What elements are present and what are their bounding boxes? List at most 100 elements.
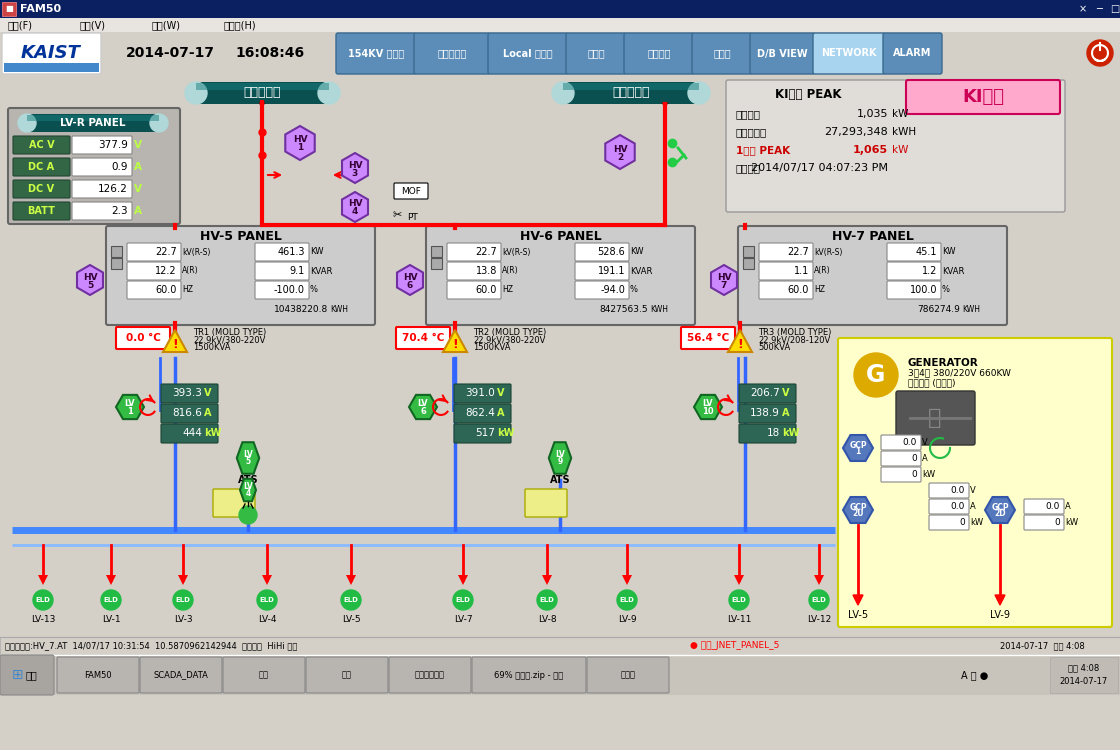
Text: LV-8: LV-8 <box>538 616 557 625</box>
Polygon shape <box>342 192 368 222</box>
FancyBboxPatch shape <box>472 657 586 693</box>
Polygon shape <box>178 575 188 585</box>
FancyBboxPatch shape <box>928 515 969 530</box>
Text: LV-9: LV-9 <box>618 616 636 625</box>
Text: 2.3: 2.3 <box>111 206 128 216</box>
Polygon shape <box>728 330 752 352</box>
Text: LV-11: LV-11 <box>727 616 752 625</box>
Text: ELD: ELD <box>456 597 470 603</box>
Circle shape <box>1088 40 1113 66</box>
FancyBboxPatch shape <box>813 33 885 74</box>
Polygon shape <box>984 497 1015 523</box>
Text: kV(R-S): kV(R-S) <box>814 248 842 256</box>
Text: HV: HV <box>613 145 627 154</box>
FancyBboxPatch shape <box>906 80 1060 114</box>
Text: kW: kW <box>1065 518 1079 527</box>
Polygon shape <box>549 442 571 474</box>
Text: 10438220.8: 10438220.8 <box>273 305 328 314</box>
Text: 4: 4 <box>245 490 251 499</box>
Polygon shape <box>236 442 259 474</box>
FancyBboxPatch shape <box>0 0 1120 18</box>
Text: KW: KW <box>942 248 955 256</box>
Text: ⊞: ⊞ <box>12 668 24 682</box>
FancyBboxPatch shape <box>57 657 139 693</box>
Text: HV: HV <box>717 272 731 281</box>
Text: 1.1: 1.1 <box>794 266 809 276</box>
Text: LV-12: LV-12 <box>806 616 831 625</box>
FancyBboxPatch shape <box>447 281 501 299</box>
Text: 0: 0 <box>959 518 965 527</box>
FancyBboxPatch shape <box>213 489 255 517</box>
Text: G: G <box>866 363 886 387</box>
FancyBboxPatch shape <box>738 226 1007 325</box>
Text: LV-13: LV-13 <box>31 616 55 625</box>
Text: 8427563.5: 8427563.5 <box>599 305 648 314</box>
Text: FAM50: FAM50 <box>84 670 112 680</box>
Text: 0.0: 0.0 <box>1046 502 1060 511</box>
Text: Local 전기실: Local 전기실 <box>503 49 553 58</box>
FancyBboxPatch shape <box>750 33 815 74</box>
Text: TR2 (MOLD TYPE): TR2 (MOLD TYPE) <box>473 328 547 337</box>
Text: V: V <box>134 140 142 150</box>
Text: 0.9: 0.9 <box>112 162 128 172</box>
FancyBboxPatch shape <box>13 180 69 198</box>
Text: KWH: KWH <box>330 305 348 314</box>
Circle shape <box>18 114 36 132</box>
Text: A: A <box>204 409 212 419</box>
FancyBboxPatch shape <box>72 158 132 176</box>
FancyBboxPatch shape <box>72 180 132 198</box>
Text: kWH: kWH <box>892 127 916 137</box>
FancyBboxPatch shape <box>681 327 735 349</box>
Text: 1500KVA: 1500KVA <box>473 344 511 352</box>
FancyBboxPatch shape <box>759 262 813 280</box>
FancyBboxPatch shape <box>739 384 796 403</box>
Text: 70.4 °C: 70.4 °C <box>402 333 445 343</box>
Text: 5: 5 <box>245 458 251 466</box>
Circle shape <box>32 590 53 610</box>
Polygon shape <box>694 395 722 419</box>
Text: V: V <box>497 388 504 398</box>
Text: ELD: ELD <box>176 597 190 603</box>
Text: 3: 3 <box>352 169 358 178</box>
Text: 393.3: 393.3 <box>172 388 202 398</box>
FancyBboxPatch shape <box>196 82 329 104</box>
Text: HV: HV <box>83 272 97 281</box>
Text: 2014/07/17 04:07:23 PM: 2014/07/17 04:07:23 PM <box>752 163 888 173</box>
Text: A: A <box>1065 502 1071 511</box>
Circle shape <box>729 590 749 610</box>
Text: LV: LV <box>702 400 713 409</box>
Text: HZ: HZ <box>814 286 825 295</box>
Text: 일보: 일보 <box>342 670 352 680</box>
Text: ELD: ELD <box>344 597 358 603</box>
Text: KI빌딩: KI빌딩 <box>962 88 1004 106</box>
Text: 461.3: 461.3 <box>278 247 305 257</box>
FancyBboxPatch shape <box>161 384 218 403</box>
Text: ● 중앙_JNET_PANEL_5: ● 중앙_JNET_PANEL_5 <box>690 641 780 650</box>
FancyBboxPatch shape <box>1051 657 1118 693</box>
FancyBboxPatch shape <box>0 637 1120 655</box>
Text: ELD: ELD <box>103 597 119 603</box>
FancyBboxPatch shape <box>759 281 813 299</box>
Text: kW: kW <box>204 428 222 439</box>
Text: 69% 보고서.zip - 알집: 69% 보고서.zip - 알집 <box>494 670 563 680</box>
FancyBboxPatch shape <box>13 136 69 154</box>
Text: LV: LV <box>418 400 428 409</box>
Text: 816.6: 816.6 <box>172 409 202 419</box>
Polygon shape <box>814 575 824 585</box>
Text: FAM50: FAM50 <box>20 4 62 14</box>
Circle shape <box>536 590 557 610</box>
FancyBboxPatch shape <box>140 657 222 693</box>
FancyBboxPatch shape <box>223 657 305 693</box>
Text: ELD: ELD <box>731 597 746 603</box>
Text: A(R): A(R) <box>502 266 519 275</box>
Text: 138.9: 138.9 <box>750 409 780 419</box>
FancyBboxPatch shape <box>563 83 699 90</box>
Polygon shape <box>240 478 256 501</box>
Text: 0.0: 0.0 <box>903 438 917 447</box>
Text: !: ! <box>172 338 178 352</box>
Text: 3상4선 380/220V 660KW: 3상4선 380/220V 660KW <box>908 368 1011 377</box>
Text: -100.0: -100.0 <box>274 285 305 295</box>
Text: LV-7: LV-7 <box>454 616 473 625</box>
Text: 500KVA: 500KVA <box>758 344 791 352</box>
Text: V: V <box>970 486 976 495</box>
